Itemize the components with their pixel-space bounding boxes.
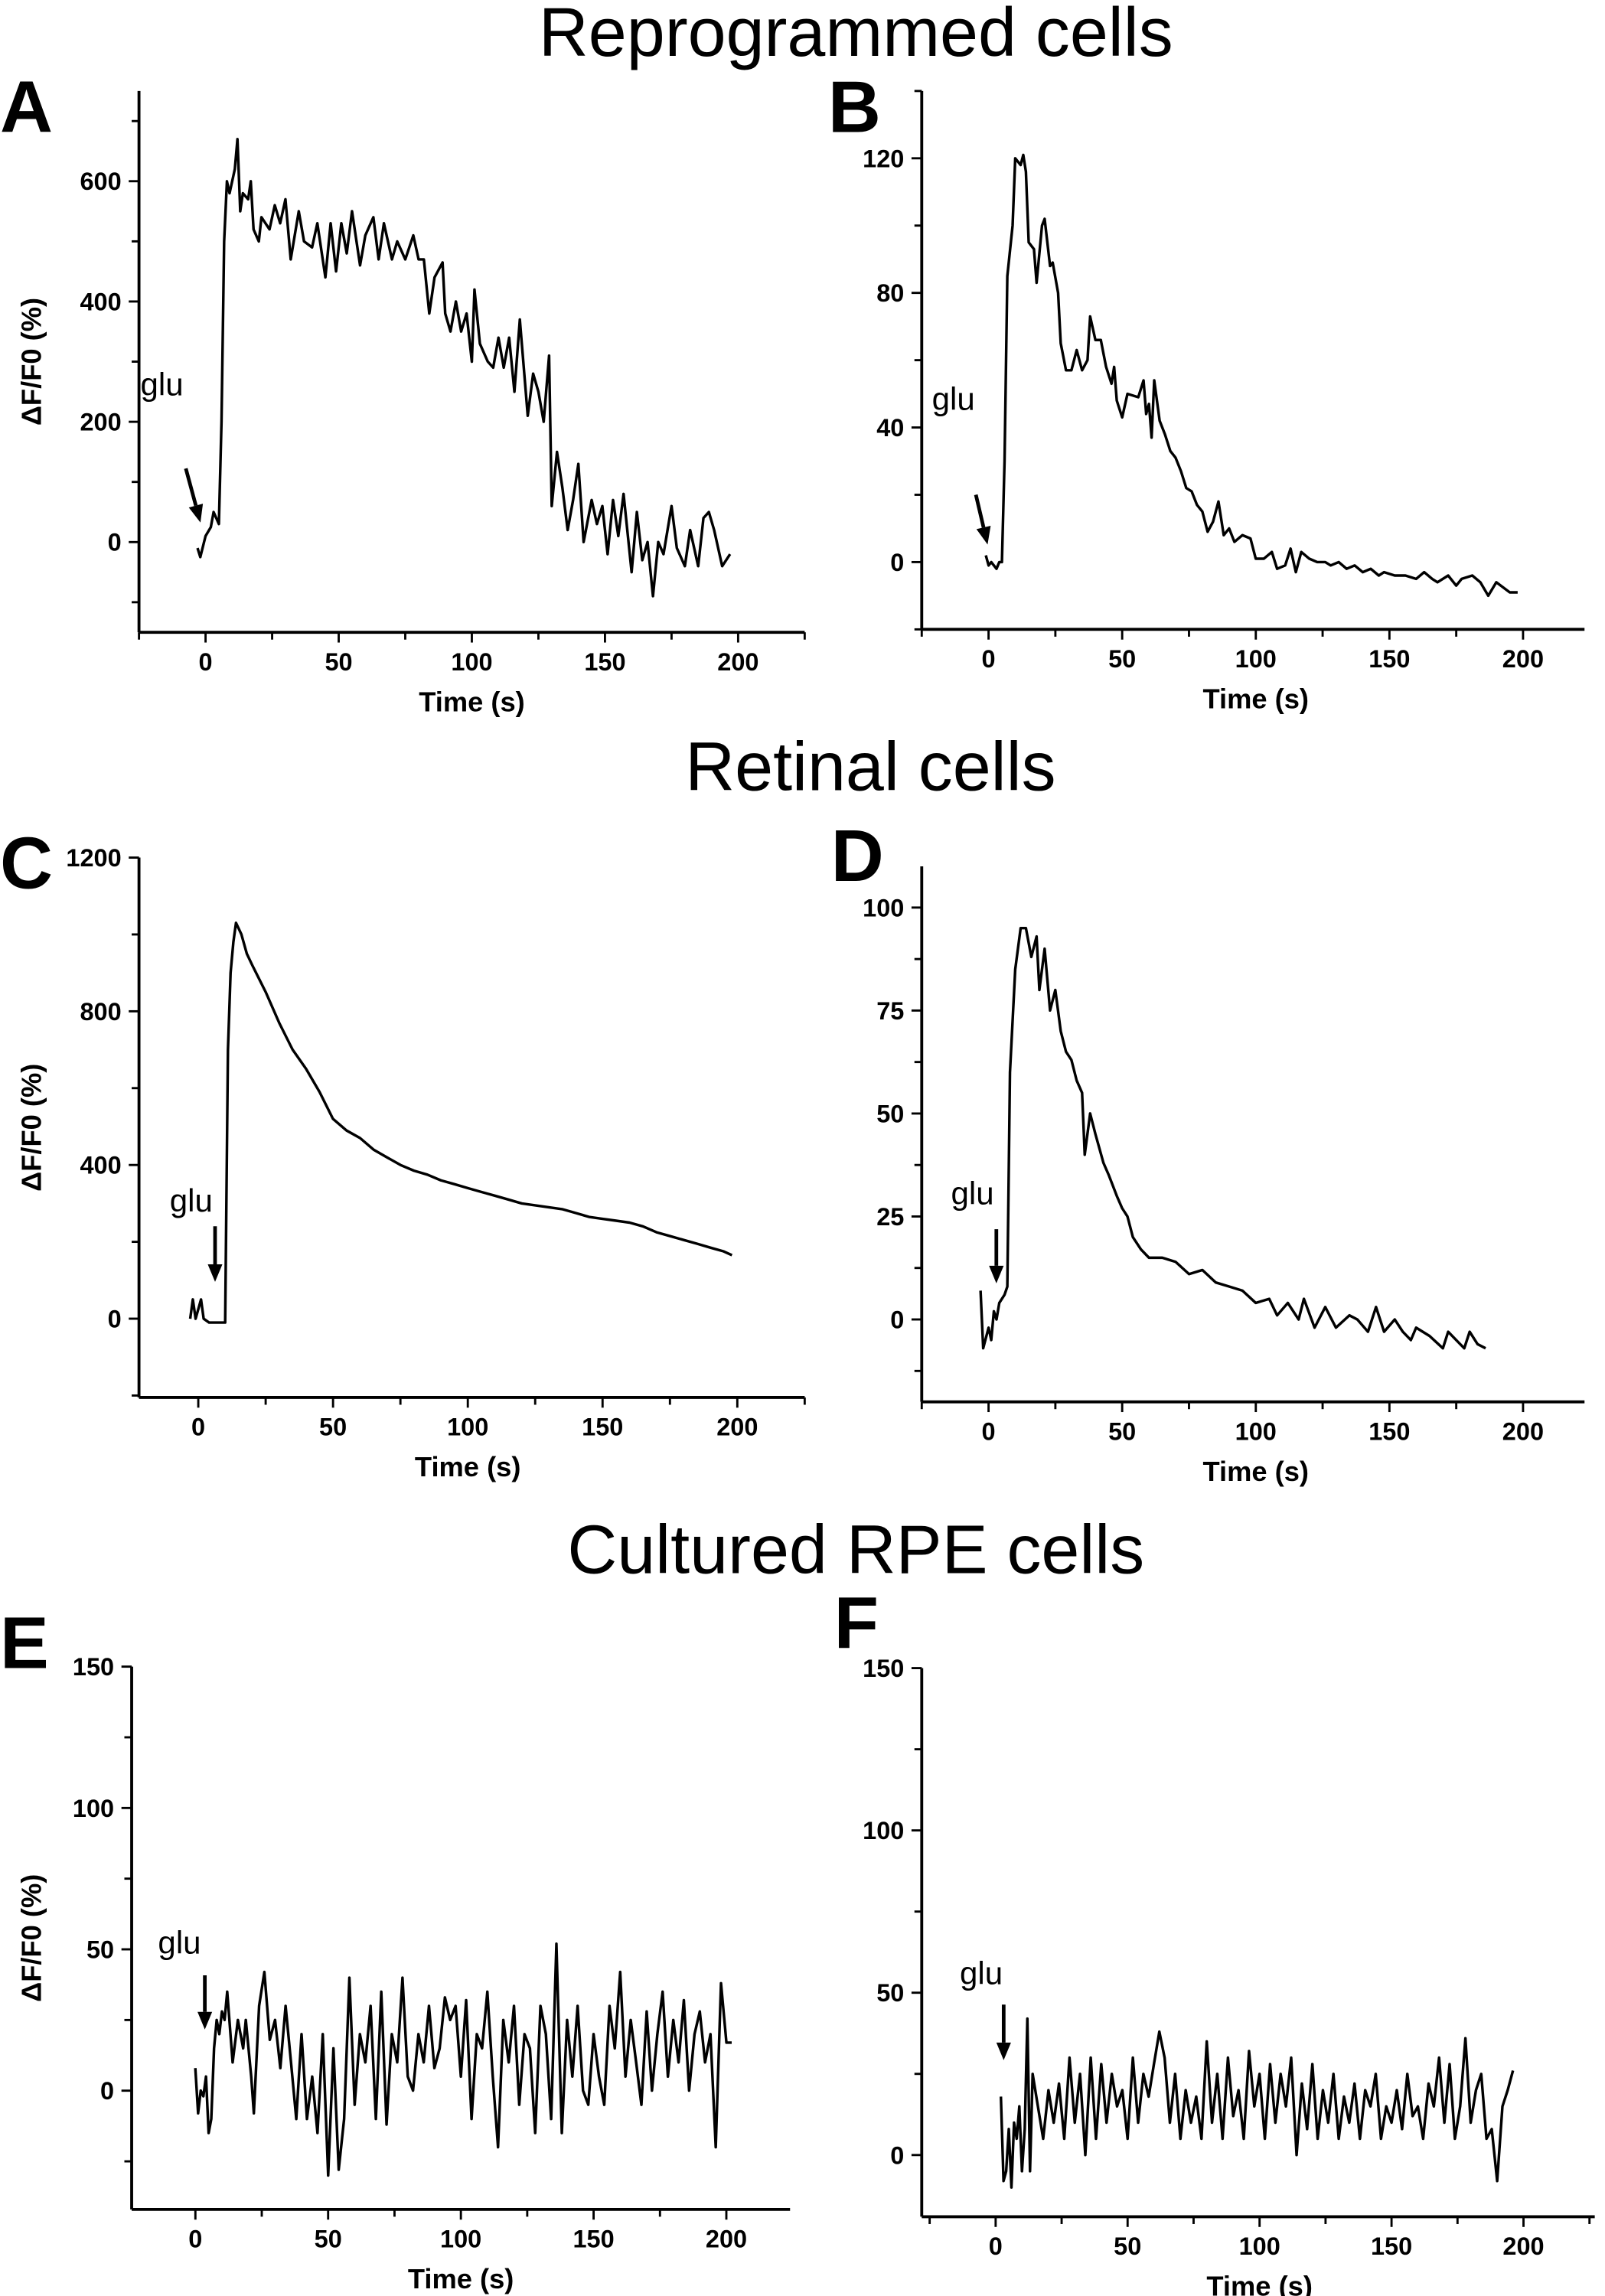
y-axis-title: ΔF/F0 (%) <box>16 298 47 426</box>
y-tick-label: 100 <box>73 1795 114 1822</box>
x-tick-label: 0 <box>199 648 213 676</box>
y-tick-label: 0 <box>108 529 122 556</box>
panel-letter: A <box>0 66 53 148</box>
y-tick-label: 120 <box>863 145 904 172</box>
x-tick-label: 0 <box>982 645 996 673</box>
x-tick-label: 100 <box>1239 2232 1280 2260</box>
x-axis-title: Time (s) <box>419 686 525 717</box>
panel-letter: F <box>834 1582 879 1664</box>
x-axis-title: Time (s) <box>415 1451 521 1482</box>
x-tick-label: 50 <box>319 1414 347 1441</box>
x-tick-label: 200 <box>1502 1417 1544 1445</box>
x-tick-label: 150 <box>582 1414 623 1441</box>
x-tick-label: 100 <box>451 648 492 676</box>
y-tick-label: 0 <box>108 1305 122 1332</box>
section-title-reprogrammed: Reprogrammed cells <box>539 0 1173 71</box>
panel-letter: C <box>0 823 53 905</box>
y-tick-label: 400 <box>80 288 121 315</box>
y-tick-label: 800 <box>80 998 121 1026</box>
x-tick-label: 100 <box>1235 1417 1277 1445</box>
trace-line <box>196 138 732 598</box>
x-tick-label: 50 <box>1108 1417 1136 1445</box>
x-tick-label: 200 <box>1502 2232 1544 2260</box>
x-tick-label: 150 <box>1371 2232 1412 2260</box>
y-tick-label: 50 <box>876 1100 904 1127</box>
y-tick-label: 600 <box>80 168 121 195</box>
x-axis-title: Time (s) <box>1202 1456 1309 1487</box>
x-tick-label: 50 <box>315 2226 342 2253</box>
glu-annotation: glu <box>158 1924 201 1960</box>
trace-line <box>194 1942 732 2177</box>
glu-annotation: glu <box>141 366 184 402</box>
y-tick-label: 150 <box>73 1653 114 1681</box>
x-tick-label: 100 <box>1235 645 1277 673</box>
glu-annotation: glu <box>932 381 975 417</box>
arrow-icon <box>996 2004 1011 2060</box>
trace-line <box>979 926 1486 1350</box>
panel-e: E 0 50 100 150 200 0 50 100 150 Time (s) ΔF/F0 (%) g… <box>0 1603 791 2294</box>
panel-f: F 0 50 100 150 200 0 50 100 150 Time (s) glu <box>834 1582 1595 2296</box>
glu-annotation: glu <box>170 1182 213 1218</box>
x-tick-label: 150 <box>1368 1417 1410 1445</box>
x-tick-label: 0 <box>191 1414 205 1441</box>
panel-b: B 0 50 100 150 200 0 40 80 120 Time (s) glu <box>828 66 1585 715</box>
x-tick-label: 50 <box>325 648 352 676</box>
arrow-icon <box>207 1226 223 1282</box>
panel-c: C 0 50 100 150 200 0 400 800 1200 Time (s) ΔF/F0 (%… <box>0 823 806 1482</box>
x-tick-label: 50 <box>1108 645 1136 673</box>
arrow-icon <box>974 494 991 545</box>
y-tick-label: 200 <box>80 409 121 436</box>
glu-annotation: glu <box>960 1955 1003 1991</box>
y-tick-label: 50 <box>876 1979 904 2007</box>
x-tick-label: 100 <box>447 1414 488 1441</box>
y-tick-label: 150 <box>863 1655 904 1682</box>
section-title-retinal: Retinal cells <box>685 729 1055 806</box>
y-tick-label: 40 <box>876 414 904 442</box>
y-tick-label: 400 <box>80 1152 121 1179</box>
arrow-icon <box>184 468 204 523</box>
x-tick-label: 150 <box>1368 645 1410 673</box>
y-tick-label: 75 <box>876 997 904 1025</box>
arrow-icon <box>197 1975 213 2030</box>
x-tick-label: 100 <box>440 2226 481 2253</box>
y-axis-title: ΔF/F0 (%) <box>16 1874 47 2002</box>
x-tick-label: 200 <box>716 1414 758 1441</box>
x-tick-label: 150 <box>584 648 625 676</box>
y-tick-label: 80 <box>876 279 904 307</box>
y-tick-label: 0 <box>890 2141 904 2169</box>
x-tick-label: 150 <box>573 2226 614 2253</box>
y-tick-label: 0 <box>100 2077 114 2105</box>
x-axis-title: Time (s) <box>408 2263 514 2294</box>
panel-letter: E <box>0 1603 49 1684</box>
panel-letter: B <box>828 66 881 148</box>
y-tick-label: 0 <box>890 549 904 576</box>
y-tick-label: 25 <box>876 1203 904 1231</box>
y-tick-label: 50 <box>86 1936 114 1963</box>
x-tick-label: 0 <box>188 2226 202 2253</box>
x-tick-label: 0 <box>989 2232 1003 2260</box>
x-axis-title: Time (s) <box>1202 683 1309 715</box>
trace-line <box>984 153 1518 598</box>
x-tick-label: 0 <box>982 1417 996 1445</box>
trace-line <box>999 2017 1515 2189</box>
section-title-rpe: Cultured RPE cells <box>567 1512 1144 1588</box>
trace-line <box>188 921 733 1324</box>
y-axis-title: ΔF/F0 (%) <box>16 1064 47 1192</box>
panel-d: D 0 50 100 150 200 0 25 50 75 100 Time (s) glu <box>831 815 1585 1487</box>
panel-a: A 0 50 100 150 200 0 200 400 600 Time (s) ΔF/F0 (%)… <box>0 66 806 717</box>
y-tick-label: 1200 <box>66 844 121 872</box>
y-tick-label: 100 <box>863 894 904 921</box>
x-tick-label: 200 <box>1502 645 1544 673</box>
x-tick-label: 50 <box>1114 2232 1141 2260</box>
x-axis-title: Time (s) <box>1206 2271 1313 2296</box>
panel-letter: D <box>831 815 884 897</box>
glu-annotation: glu <box>951 1176 994 1212</box>
x-tick-label: 200 <box>706 2226 747 2253</box>
x-tick-label: 200 <box>717 648 758 676</box>
y-tick-label: 0 <box>890 1306 904 1333</box>
y-tick-label: 100 <box>863 1817 904 1844</box>
arrow-icon <box>989 1229 1004 1283</box>
